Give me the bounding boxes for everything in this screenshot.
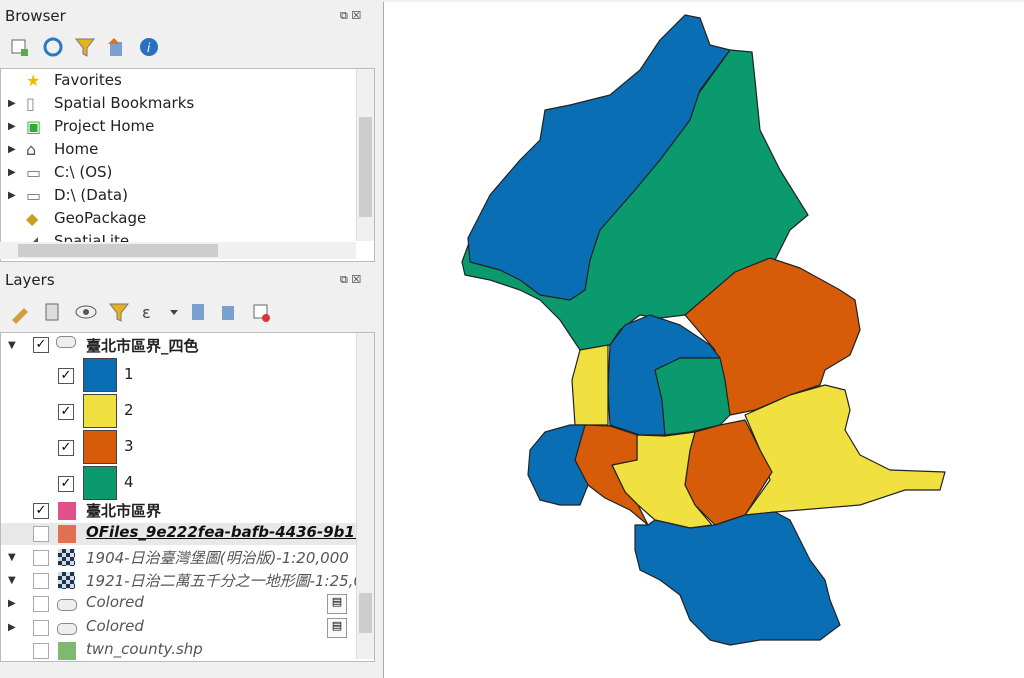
- checkbox[interactable]: ✓: [58, 368, 74, 384]
- panel-title: Browser: [5, 7, 66, 25]
- browser-item[interactable]: SpatiaLite: [54, 232, 130, 242]
- item-icon: ◆: [26, 209, 39, 228]
- item-icon: ▭: [26, 186, 42, 205]
- checkbox[interactable]: [33, 526, 49, 543]
- checkbox[interactable]: [33, 642, 49, 659]
- browser-item[interactable]: GeoPackage: [54, 209, 147, 227]
- expand-arrow[interactable]: ▼: [8, 574, 16, 586]
- expand-arrow[interactable]: ▶: [8, 621, 16, 633]
- row-highlight: [1, 523, 356, 546]
- district: [527, 424, 589, 506]
- layer-swatch: [58, 502, 76, 520]
- item-icon: ◢: [26, 232, 39, 242]
- expand-arrow[interactable]: ▼: [8, 340, 16, 351]
- layer-item[interactable]: 臺北市區界: [86, 502, 162, 520]
- checkbox[interactable]: [33, 572, 49, 589]
- district: [744, 384, 946, 516]
- expand-arrow[interactable]: ▶: [8, 190, 16, 201]
- checkbox[interactable]: [33, 619, 49, 636]
- browser-item[interactable]: Favorites: [54, 71, 122, 89]
- svg-text:i: i: [147, 41, 151, 55]
- checkbox[interactable]: ✓: [33, 337, 49, 353]
- browser-item[interactable]: Home: [54, 140, 99, 158]
- expand-arrow[interactable]: ▶: [8, 167, 16, 178]
- class-swatch: [83, 358, 117, 392]
- expand-arrow[interactable]: ▶: [8, 144, 16, 155]
- class-label: 1: [124, 365, 134, 383]
- browser-item[interactable]: C:\ (OS): [54, 163, 113, 181]
- class-label: 3: [124, 437, 134, 455]
- layer-item[interactable]: Colored: [86, 616, 144, 635]
- checkbox[interactable]: ✓: [58, 404, 74, 420]
- checkbox[interactable]: [33, 596, 49, 613]
- layer-swatch: [58, 525, 76, 544]
- h-scrollbar[interactable]: [0, 242, 356, 259]
- browser-toolbar[interactable]: i: [8, 36, 168, 60]
- item-icon: ▭: [26, 163, 42, 182]
- group-layer[interactable]: 臺北市區界_四色: [86, 337, 199, 355]
- expand-arrow[interactable]: ▶: [8, 121, 16, 132]
- district: [467, 14, 731, 301]
- raster-icon: [58, 548, 75, 566]
- layer-indicator: ▤: [327, 594, 347, 615]
- layers-toolbar[interactable]: ε: [8, 300, 278, 326]
- browser-item[interactable]: D:\ (Data): [54, 186, 128, 204]
- browser-tree: [0, 68, 375, 262]
- panel-title: Layers: [5, 271, 55, 289]
- district: [571, 344, 609, 426]
- checkbox[interactable]: ✓: [58, 476, 74, 492]
- panel-buttons[interactable]: ⧉ ☒: [340, 9, 362, 22]
- item-icon: ▯: [26, 94, 35, 113]
- browser-item[interactable]: Spatial Bookmarks: [54, 94, 195, 112]
- layer-item[interactable]: Colored: [86, 593, 144, 612]
- layer-icon: [57, 622, 77, 635]
- layer-icon: [57, 599, 77, 612]
- expand-arrow[interactable]: ▶: [8, 598, 16, 610]
- item-icon: ▣: [26, 117, 42, 136]
- layer-icon: [56, 336, 76, 348]
- item-icon: ★: [26, 71, 41, 90]
- class-swatch: [83, 430, 117, 464]
- item-icon: ⌂: [26, 140, 37, 159]
- class-swatch: [83, 394, 117, 428]
- class-swatch: [83, 466, 117, 500]
- layer-item[interactable]: 1921-日治二萬五千分之一地形圖-1:25,000: [86, 571, 356, 590]
- checkbox[interactable]: ✓: [33, 503, 49, 519]
- layer-item[interactable]: OFiles_9e222fea-bafb-4436-9b17-1c: [86, 523, 356, 542]
- district: [634, 511, 841, 646]
- layer-item[interactable]: twn_county.shp: [86, 639, 203, 658]
- scrollbar[interactable]: [356, 69, 374, 241]
- raster-icon: [58, 571, 75, 589]
- district: [654, 357, 731, 436]
- layer-swatch: [58, 641, 76, 660]
- checkbox[interactable]: ✓: [58, 440, 74, 456]
- panel-buttons[interactable]: ⧉ ☒: [340, 273, 362, 286]
- class-label: 4: [124, 473, 134, 491]
- expand-arrow[interactable]: ▶: [8, 98, 16, 109]
- layer-indicator: ▤: [327, 617, 347, 638]
- layer-item[interactable]: 1904-日治臺灣堡圖(明治版)-1:20,000: [86, 548, 349, 567]
- expand-arrow[interactable]: ▼: [8, 551, 16, 563]
- browser-item[interactable]: Project Home: [54, 117, 155, 135]
- checkbox[interactable]: [33, 549, 49, 566]
- svg-text:ε: ε: [142, 303, 151, 322]
- scrollbar[interactable]: [356, 333, 374, 659]
- class-label: 2: [124, 401, 134, 419]
